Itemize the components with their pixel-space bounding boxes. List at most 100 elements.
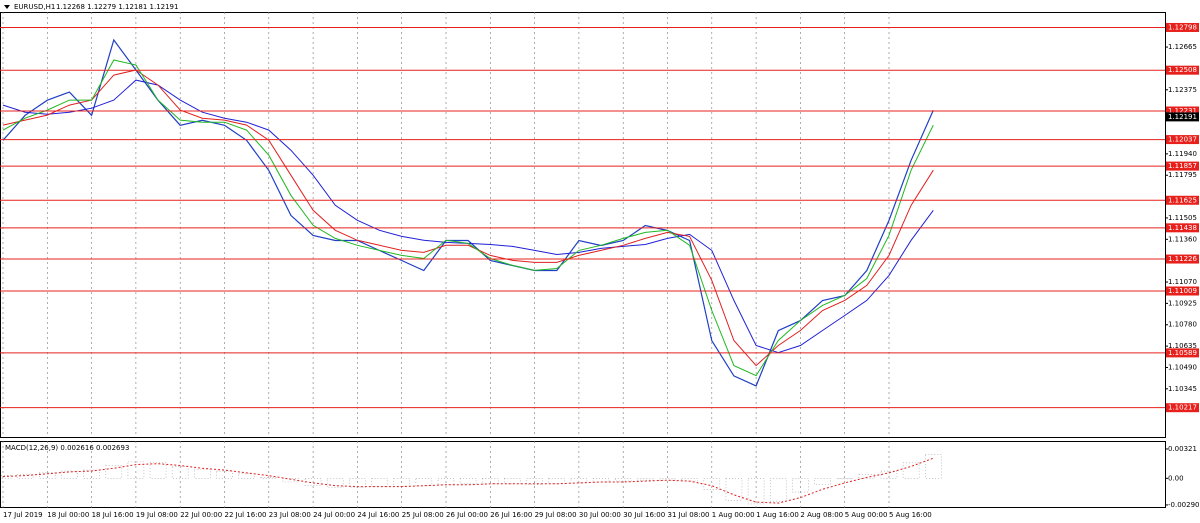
- histogram-bar: [814, 478, 831, 486]
- x-tick-label: 24 Jul 00:00: [313, 511, 355, 519]
- y-tick-label: 1.11070: [1168, 278, 1197, 286]
- x-tick-label: 29 Jul 08:00: [535, 511, 577, 519]
- level-label: 1.12798: [1168, 23, 1197, 31]
- level-tag: [1166, 254, 1199, 264]
- histogram-bar: [238, 473, 255, 479]
- x-tick-label: 17 Jul 2019: [3, 511, 43, 519]
- x-tick-label: 18 Jul 16:00: [92, 511, 134, 519]
- histogram-bar: [38, 472, 56, 479]
- level-label: 1.10589: [1168, 349, 1197, 357]
- x-tick-label: 1 Aug 16:00: [756, 511, 799, 519]
- level-tag: [1166, 106, 1199, 116]
- histogram-bar: [681, 478, 698, 482]
- x-tick-label: 30 Jul 00:00: [579, 511, 621, 519]
- histogram-bar: [924, 454, 942, 479]
- histogram-bar: [216, 470, 233, 479]
- x-tick-label: 25 Jul 08:00: [402, 511, 444, 519]
- histogram-bar: [171, 466, 189, 479]
- last-price-label: 1.12191: [1168, 113, 1197, 121]
- level-label: 1.11438: [1168, 224, 1197, 232]
- y-tick-label: 0.00321: [1168, 445, 1197, 453]
- histogram-bar: [326, 478, 344, 488]
- y-tick-label: 0.00: [1168, 474, 1184, 482]
- y-tick-label: 1.10925: [1168, 299, 1197, 307]
- x-tick-label: 31 Jul 08:00: [668, 511, 710, 519]
- level-tag: [1166, 195, 1199, 205]
- price-pane: [0, 12, 1166, 438]
- y-tick-label: 1.10490: [1168, 363, 1197, 371]
- series-line: [2, 69, 934, 367]
- level-tag: [1166, 161, 1199, 171]
- y-tick-label: 1.11360: [1168, 235, 1197, 243]
- y-tick-label: 1.11940: [1168, 150, 1197, 158]
- histogram-bar: [769, 478, 787, 502]
- x-tick-label: 26 Jul 16:00: [490, 511, 532, 519]
- level-tag: [1166, 348, 1199, 358]
- last-price-tag: [1166, 112, 1199, 122]
- histogram-bar: [61, 470, 78, 479]
- histogram-bar: [16, 474, 34, 479]
- level-tag: [1166, 223, 1199, 233]
- level-label: 1.11625: [1168, 196, 1197, 204]
- level-label: 1.11857: [1168, 162, 1197, 170]
- x-tick-label: 5 Aug 16:00: [889, 511, 932, 519]
- y-tick-label: 1.11505: [1168, 214, 1197, 222]
- x-tick-label: 30 Jul 16:00: [623, 511, 665, 519]
- histogram-bar: [570, 478, 588, 484]
- histogram-bar: [459, 478, 477, 485]
- histogram-bar: [127, 461, 145, 479]
- histogram-bar: [105, 465, 123, 479]
- menu-arrow[interactable]: [4, 5, 10, 9]
- x-tick-label: 22 Jul 16:00: [225, 511, 267, 519]
- x-tick-label: 1 Aug 00:00: [712, 511, 755, 519]
- histogram-bar: [260, 477, 278, 479]
- level-label: 1.12037: [1168, 136, 1197, 144]
- x-tick-label: 23 Jul 08:00: [269, 511, 311, 519]
- level-label: 1.12231: [1168, 107, 1197, 115]
- histogram-bar: [548, 478, 566, 485]
- histogram-bar: [880, 470, 898, 479]
- histogram-bar: [194, 468, 211, 479]
- macd-title: MACD(12,26,9) 0.002616 0.002693: [5, 444, 129, 452]
- y-tick-label: -0.002908: [1168, 501, 1200, 509]
- histogram-bar: [282, 478, 300, 483]
- symbol-title: EURUSD,H1: [14, 3, 55, 11]
- histogram-bar: [481, 478, 499, 485]
- histogram-bar: [415, 478, 433, 486]
- level-tag: [1166, 286, 1199, 296]
- level-label: 1.12508: [1168, 66, 1197, 74]
- histogram-bar: [902, 462, 920, 479]
- series-line: [2, 457, 934, 504]
- x-tick-label: 19 Jul 08:00: [136, 511, 178, 519]
- series-line: [2, 59, 934, 377]
- histogram-bar: [703, 478, 721, 490]
- x-tick-label: 18 Jul 00:00: [47, 511, 89, 519]
- y-tick-label: 1.10345: [1168, 385, 1197, 393]
- histogram-bar: [836, 478, 854, 480]
- level-label: 1.10217: [1168, 404, 1197, 412]
- histogram-bar: [504, 478, 521, 485]
- y-tick-label: 1.10635: [1168, 342, 1197, 350]
- level-tag: [1166, 65, 1199, 75]
- histogram-bar: [614, 478, 632, 482]
- ohlc-readout: 1.12268 1.12279 1.12181 1.12191: [56, 3, 178, 11]
- level-label: 1.11226: [1168, 255, 1197, 263]
- x-tick-label: 22 Jul 00:00: [180, 511, 222, 519]
- level-tag: [1166, 135, 1199, 145]
- histogram-bar: [858, 474, 876, 479]
- level-tag: [1166, 403, 1199, 413]
- x-tick-label: 2 Aug 08:00: [800, 511, 843, 519]
- histogram-bar: [349, 478, 366, 488]
- histogram-bar: [526, 478, 543, 486]
- y-tick-label: 1.10780: [1168, 321, 1197, 329]
- x-tick-label: 24 Jul 16:00: [357, 511, 399, 519]
- macd-pane: [0, 441, 1166, 508]
- y-tick-label: 1.12665: [1168, 43, 1197, 51]
- y-tick-label: 1.11795: [1168, 171, 1197, 179]
- level-label: 1.11009: [1168, 287, 1197, 295]
- x-tick-label: 5 Aug 00:00: [845, 511, 888, 519]
- level-tag: [1166, 22, 1199, 32]
- x-tick-label: 26 Jul 00:00: [446, 511, 488, 519]
